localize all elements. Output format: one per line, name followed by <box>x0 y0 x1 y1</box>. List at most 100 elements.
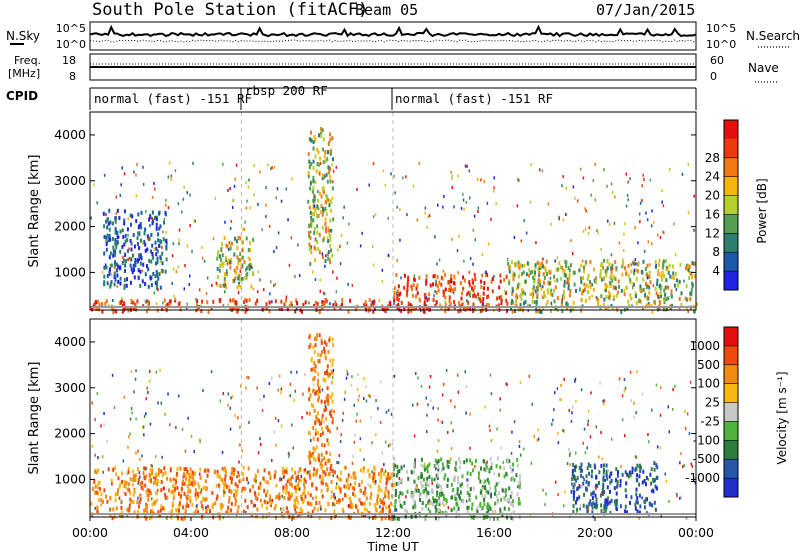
data-cell <box>266 480 269 485</box>
data-cell <box>423 464 426 469</box>
data-cell <box>112 245 115 250</box>
data-cell <box>658 272 661 277</box>
data-cell <box>364 490 367 495</box>
cpid-segment-2: rbsp 200 RF <box>245 83 328 98</box>
data-cell <box>256 513 258 518</box>
data-cell <box>594 198 596 202</box>
data-cell <box>285 470 288 475</box>
data-cell <box>542 488 544 492</box>
data-cell <box>347 309 350 314</box>
data-cell <box>618 241 621 245</box>
data-cell <box>256 298 258 302</box>
data-cell <box>332 502 334 506</box>
data-cell <box>469 412 471 416</box>
data-cell <box>561 266 564 271</box>
data-cell <box>415 485 418 489</box>
data-cell <box>568 453 571 457</box>
data-cell <box>195 309 197 313</box>
data-cell <box>145 466 147 470</box>
data-cell <box>594 503 597 508</box>
data-cell <box>498 473 500 477</box>
data-cell <box>331 196 334 200</box>
data-cell <box>594 493 597 498</box>
data-cell <box>424 211 426 215</box>
data-cell <box>605 273 608 278</box>
data-cell <box>309 181 312 186</box>
data-cell <box>151 471 153 476</box>
data-cell <box>291 177 293 181</box>
data-cell <box>606 476 609 481</box>
data-cell <box>108 270 111 274</box>
data-cell <box>184 508 187 513</box>
data-cell <box>201 504 204 509</box>
data-cell <box>675 278 678 283</box>
data-cell <box>538 263 541 268</box>
data-cell <box>637 261 640 266</box>
data-cell <box>674 384 676 388</box>
data-cell <box>419 480 422 485</box>
data-cell <box>322 291 325 295</box>
data-cell <box>336 500 338 505</box>
data-cell <box>313 506 316 511</box>
data-cell <box>442 382 445 386</box>
data-cell <box>581 468 583 473</box>
cpid-segment-3: normal (fast) -151 RF <box>395 91 553 106</box>
data-cell <box>543 275 546 280</box>
data-cell <box>237 505 240 510</box>
data-cell <box>378 299 380 302</box>
data-cell <box>302 498 305 503</box>
data-cell <box>317 391 319 396</box>
data-cell <box>435 499 438 504</box>
data-cell <box>185 503 188 508</box>
data-cell <box>400 300 403 305</box>
data-cell <box>459 496 461 501</box>
data-cell <box>224 220 226 224</box>
data-cell <box>447 280 450 285</box>
data-cell <box>661 189 663 193</box>
data-cell <box>313 337 316 341</box>
data-cell <box>615 293 618 298</box>
data-cell <box>198 288 201 292</box>
data-cell <box>142 471 145 476</box>
data-cell <box>505 382 507 386</box>
data-cell <box>126 507 129 512</box>
data-cell <box>149 422 152 426</box>
data-cell <box>320 465 323 470</box>
data-cell <box>441 500 444 505</box>
data-cell <box>385 505 388 510</box>
data-cell <box>301 416 303 419</box>
data-cell <box>329 208 332 213</box>
data-cell <box>122 459 125 463</box>
data-cell <box>627 180 629 184</box>
data-cell <box>655 486 658 491</box>
data-cell <box>205 506 207 509</box>
data-cell <box>136 236 139 241</box>
data-cell <box>148 489 151 494</box>
data-cell <box>396 307 398 311</box>
data-cell <box>312 446 315 451</box>
data-cell <box>259 498 262 503</box>
data-cell <box>361 501 364 506</box>
data-cell <box>434 303 437 308</box>
data-cell <box>130 407 133 411</box>
data-cell <box>100 503 102 507</box>
data-cell <box>367 483 369 487</box>
data-cell <box>437 288 440 293</box>
data-cell <box>436 284 439 289</box>
data-cell <box>269 501 272 506</box>
data-cell <box>285 467 288 472</box>
data-cell <box>438 508 441 512</box>
data-cell <box>215 496 218 501</box>
data-cell <box>519 262 521 267</box>
data-cell <box>626 306 629 311</box>
data-cell <box>191 481 194 486</box>
data-cell <box>155 498 158 503</box>
data-cell <box>123 278 126 283</box>
data-cell <box>447 465 450 469</box>
data-cell <box>219 298 222 303</box>
data-cell <box>244 297 247 302</box>
data-cell <box>226 509 229 514</box>
data-cell <box>352 491 355 496</box>
data-cell <box>274 416 277 420</box>
data-cell <box>109 495 112 500</box>
